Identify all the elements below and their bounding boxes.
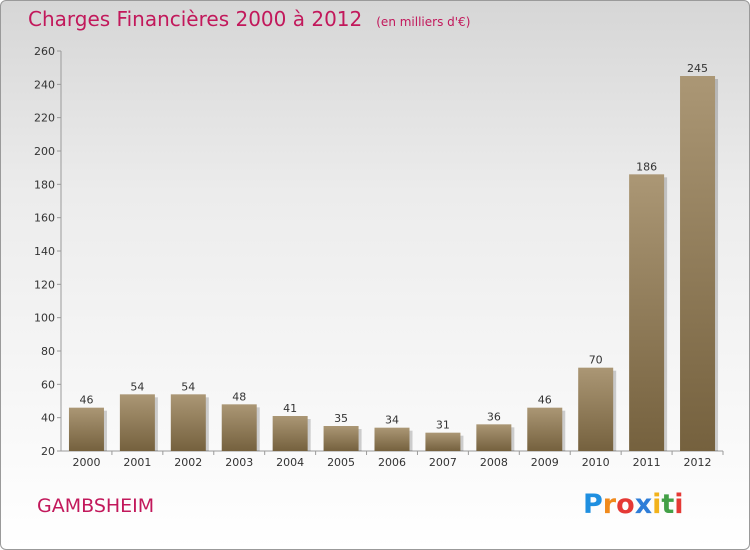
chart-title: Charges Financières 2000 à 2012 (en milli… [28, 7, 470, 31]
bars [68, 76, 719, 452]
town-name: GAMBSHEIM [37, 495, 155, 517]
bar [527, 407, 563, 451]
x-axis: 2000 2001 2002 2003 2004 2005 2006 2007 2008 2009… [61, 450, 724, 469]
y-tick-label: 220 [34, 112, 55, 125]
data-label: 35 [334, 412, 348, 425]
bar [629, 174, 665, 452]
y-tick-label: 180 [34, 178, 55, 191]
bar [374, 427, 410, 451]
bar [221, 404, 257, 451]
data-labels: 46 54 54 48 41 35 34 31 36 46 70 186 245 [79, 62, 708, 432]
bar [425, 432, 461, 451]
bar [476, 424, 512, 451]
x-tick-label: 2005 [327, 456, 355, 469]
data-label: 48 [232, 390, 246, 403]
y-tick-label: 200 [34, 145, 55, 158]
x-tick-label: 2003 [225, 456, 253, 469]
data-label: 54 [181, 380, 195, 393]
x-tick-label: 2007 [429, 456, 457, 469]
x-tick-label: 2009 [531, 456, 559, 469]
y-tick-label: 60 [41, 378, 55, 391]
y-tick-label: 160 [34, 212, 55, 225]
bar [68, 407, 104, 451]
y-tick-label: 80 [41, 345, 55, 358]
data-label: 46 [79, 394, 93, 407]
y-tick-label: 120 [34, 278, 55, 291]
data-label: 36 [487, 410, 501, 423]
x-tick-label: 2011 [633, 456, 661, 469]
data-label: 245 [687, 62, 708, 75]
data-label: 41 [283, 402, 297, 415]
x-tick-label: 2008 [480, 456, 508, 469]
data-label: 186 [636, 160, 657, 173]
x-tick-label: 2006 [378, 456, 406, 469]
data-label: 70 [589, 354, 603, 367]
x-tick-label: 2001 [123, 456, 151, 469]
bar [119, 394, 155, 451]
x-tick-label: 2000 [72, 456, 100, 469]
x-tick-label: 2004 [276, 456, 304, 469]
x-tick-label: 2002 [174, 456, 202, 469]
y-tick-label: 240 [34, 78, 55, 91]
proxiti-logo[interactable]: Proxiti [583, 489, 684, 520]
bar [578, 367, 614, 451]
data-label: 46 [538, 394, 552, 407]
x-tick-label: 2010 [582, 456, 610, 469]
bar [170, 394, 206, 451]
y-tick-label: 20 [41, 445, 55, 458]
chart-title-text: Charges Financières 2000 à 2012 [28, 7, 363, 31]
data-label: 31 [436, 419, 450, 432]
data-label: 34 [385, 414, 399, 427]
bar [680, 76, 716, 451]
bar [272, 416, 308, 451]
y-tick-label: 140 [34, 245, 55, 258]
y-tick-label: 100 [34, 312, 55, 325]
data-label: 54 [130, 380, 144, 393]
y-tick-label: 260 [34, 45, 55, 58]
x-tick-label: 2012 [684, 456, 712, 469]
bar [323, 426, 359, 451]
y-tick-label: 40 [41, 412, 55, 425]
y-axis: 20 40 60 80 100 120 140 160 180 200 220 240 260 [34, 45, 62, 458]
chart-subtitle: (en milliers d'€) [376, 15, 471, 29]
